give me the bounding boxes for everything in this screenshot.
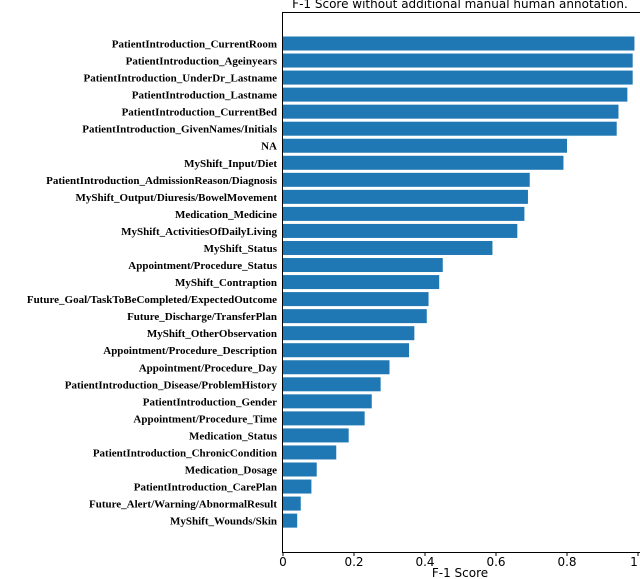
category-label: Medication_Medicine [175,209,277,221]
bar [283,394,372,409]
category-label: PatientIntroduction_CarePlan [134,482,277,494]
category-label: MyShift_Wounds/Skin [170,516,277,528]
x-tick-label: 1 [630,555,638,569]
category-label: MyShift_OtherObservation [147,328,277,340]
bar [283,53,633,68]
category-label: PatientIntroduction_CurrentRoom [112,39,277,51]
x-tick-label: 0.8 [557,555,576,569]
category-label: Medication_Dosage [185,465,277,477]
bar [283,121,617,136]
bar [283,411,365,426]
x-tick-label: 0.2 [344,555,363,569]
bar [283,87,628,102]
chart-title: F-1 Score without additional manual huma… [292,0,628,11]
bar [283,496,301,511]
bar [283,479,312,494]
category-label: Medication_Status [189,430,278,442]
bar [283,326,415,341]
category-label: PatientIntroduction_UnderDr_Lastname [83,73,277,85]
bar [283,223,518,238]
category-label: MyShift_Input/Diet [184,158,277,170]
bar [283,377,381,392]
category-label: MyShift_Contraption [175,277,277,289]
category-label: PatientIntroduction_GivenNames/Initials [82,124,277,136]
x-tick-label: 0.4 [415,555,434,569]
bar [283,155,564,170]
bar [283,309,427,324]
category-label: Future_Goal/TaskToBeCompleted/ExpectedOu… [27,294,277,306]
category-label: NA [261,141,277,153]
bar [283,343,410,358]
bar [283,275,440,290]
category-label: PatientIntroduction_ChronicCondition [93,447,277,459]
category-label: Appointment/Procedure_Day [139,362,278,374]
bar [283,292,429,307]
bar [283,513,298,528]
category-label: MyShift_ActivitiesOfDailyLiving [121,226,277,238]
bar [283,462,317,477]
category-label: Future_Alert/Warning/AbnormalResult [89,499,277,511]
category-label: MyShift_Output/Diuresis/BowelMovement [76,192,278,204]
bar [283,445,337,460]
category-label: PatientIntroduction_Lastname [132,90,277,102]
x-axis-label: F-1 Score [432,566,488,579]
category-label: PatientIntroduction_CurrentBed [122,107,277,119]
bar [283,206,525,221]
bar [283,172,530,187]
bar [283,70,633,85]
bar [283,258,443,273]
bar [283,36,635,51]
bar [283,428,349,443]
category-label: PatientIntroduction_AdmissionReason/Diag… [46,175,278,187]
category-label: PatientIntroduction_Ageinyears [126,56,278,68]
bar [283,189,528,204]
bar [283,240,493,255]
category-label: Appointment/Procedure_Description [103,345,277,357]
x-tick-label: 0 [279,555,287,569]
category-label: MyShift_Status [204,243,278,255]
bar [283,104,619,119]
category-label: PatientIntroduction_Disease/ProblemHisto… [65,379,278,391]
category-label: PatientIntroduction_Gender [143,396,277,408]
bar [283,138,567,153]
bar [283,360,390,375]
category-label: Future_Discharge/TransferPlan [127,311,277,323]
category-label: Appointment/Procedure_Status [128,260,277,272]
x-tick-label: 0.6 [486,555,505,569]
category-label: Appointment/Procedure_Time [133,413,277,425]
